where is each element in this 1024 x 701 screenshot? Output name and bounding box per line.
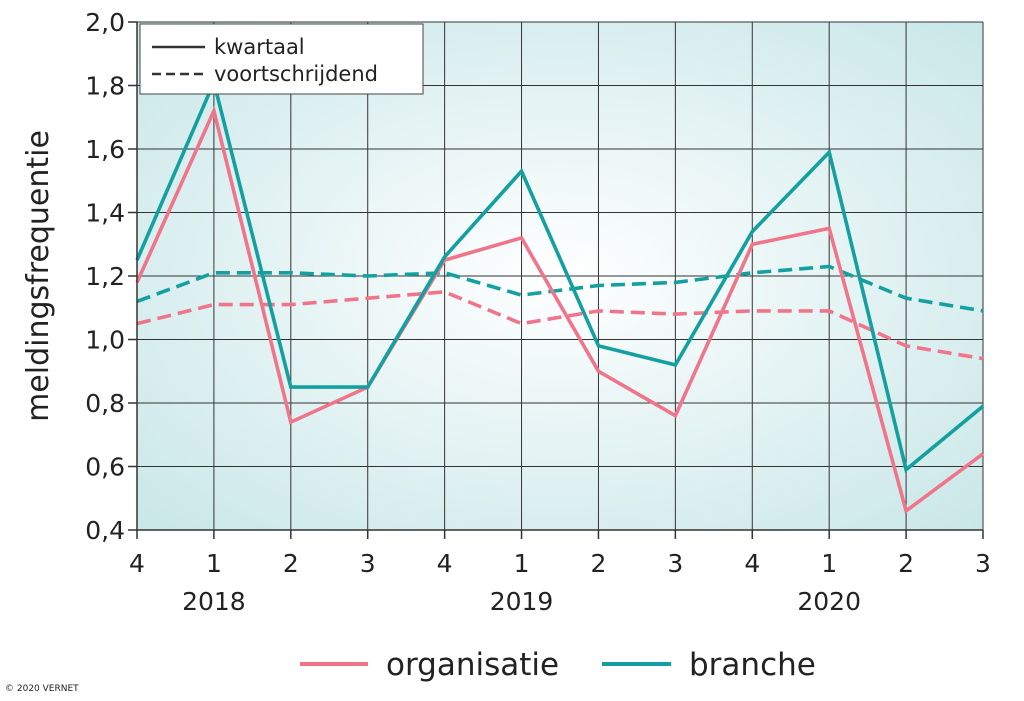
y-tick-label: 0,6 xyxy=(85,453,125,482)
x-tick-label: 1 xyxy=(821,549,837,578)
legend-organisatie-label: organisatie xyxy=(386,647,559,683)
copyright-notice: © 2020 VERNET xyxy=(5,684,79,694)
series-layer xyxy=(135,76,985,514)
x-tick-label: 2 xyxy=(283,549,299,578)
legend-branche-label: branche xyxy=(689,647,816,683)
x-tick-label: 2 xyxy=(591,549,607,578)
axes: 0,4 0,6 0,8 1,0 1,2 1,4 1,6 1,8 2,0 4 1 2 3 4 1 2 3 4 1 2 3 2… xyxy=(85,8,991,616)
legend-kwartaal-label: kwartaal xyxy=(214,35,305,59)
x-tick-label: 4 xyxy=(437,549,453,578)
color-legend: organisatie branche xyxy=(300,647,816,683)
series-line-organisatie-solid xyxy=(135,105,985,514)
x-tick-label: 3 xyxy=(360,549,376,578)
y-tick-label: 1,4 xyxy=(85,199,125,228)
x-tick-label: 4 xyxy=(129,549,145,578)
y-tick-label: 0,4 xyxy=(85,516,125,545)
legend-voortschrijdend-label: voortschrijdend xyxy=(214,62,378,86)
x-tick-label: 4 xyxy=(744,549,760,578)
y-tick-label: 1,2 xyxy=(85,262,125,291)
y-tick-label: 1,8 xyxy=(85,72,125,101)
x-tick-label: 3 xyxy=(975,549,991,578)
y-tick-label: 1,6 xyxy=(85,135,125,164)
y-tick-label: 0,8 xyxy=(85,389,125,418)
x-tick-label: 3 xyxy=(667,549,683,578)
y-tick-label: 1,0 xyxy=(85,326,125,355)
y-axis-label: meldingsfrequentie xyxy=(21,130,56,422)
x-tick-label: 1 xyxy=(514,549,530,578)
line-style-legend-box xyxy=(139,23,424,95)
year-label: 2019 xyxy=(490,587,554,616)
x-tick-label: 1 xyxy=(206,549,222,578)
year-label: 2018 xyxy=(182,587,246,616)
x-tick-label: 2 xyxy=(898,549,914,578)
y-tick-label: 2,0 xyxy=(85,8,125,37)
line-style-legend: kwartaal voortschrijdend xyxy=(139,23,424,95)
series-line-branche-solid xyxy=(135,76,985,473)
year-label: 2020 xyxy=(797,587,861,616)
series-line-organisatie-dashed xyxy=(136,290,984,361)
